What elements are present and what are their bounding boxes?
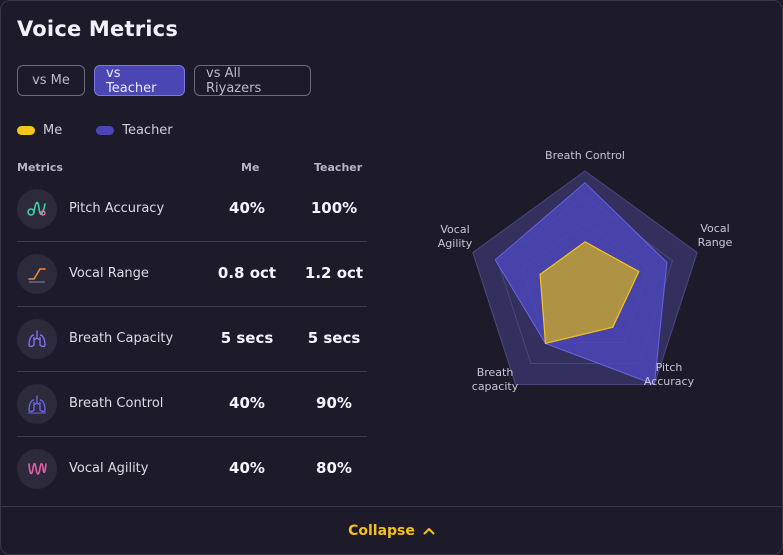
radar-axis-label: Vocal [700, 222, 729, 235]
chevron-up-icon [423, 528, 435, 535]
radar-chart: Breath ControlVocalRangePitchAccuracyBre… [438, 149, 733, 393]
metric-me-value: 40% [229, 394, 265, 412]
table-row: Pitch Accuracy 40% 100% [17, 177, 367, 242]
radar-axis-label: Agility [438, 237, 473, 250]
metric-teacher-value: 80% [316, 459, 352, 477]
metric-name: Breath Capacity [69, 331, 174, 346]
legend-label-me: Me [43, 123, 63, 138]
header-teacher: Teacher [314, 161, 363, 174]
header-me: Me [241, 161, 260, 174]
table-row: Breath Control 40% 90% [17, 372, 367, 437]
radar-axis-label: Accuracy [644, 375, 695, 388]
pitch-wave-icon [17, 189, 57, 229]
lungs-icon [17, 319, 57, 359]
metric-me-value: 40% [229, 459, 265, 477]
radar-axis-label: Pitch [656, 361, 683, 374]
metric-name: Breath Control [69, 396, 164, 411]
collapse-label: Collapse [348, 523, 415, 539]
metric-teacher-value: 90% [316, 394, 352, 412]
table-row: Breath Capacity 5 secs 5 secs [17, 307, 367, 372]
radar-axis-label: Breath Control [545, 149, 625, 162]
metric-name: Vocal Agility [69, 461, 149, 476]
tab-vs-me[interactable]: vs Me [17, 65, 85, 96]
tab-vs-teacher[interactable]: vs Teacher [94, 65, 185, 96]
vocal-range-icon [17, 254, 57, 294]
card-footer: Collapse [1, 506, 782, 554]
legend-swatch-teacher [96, 126, 115, 135]
table-header: Metrics Me Teacher [17, 161, 367, 177]
table-row: Vocal Agility 40% 80% [17, 437, 367, 501]
radar-axis-label: Breath [477, 366, 514, 379]
metric-me-value: 5 secs [220, 329, 274, 347]
header-metrics: Metrics [17, 161, 63, 174]
metrics-table: Pitch Accuracy 40% 100% Vocal Range 0.8 … [17, 177, 367, 501]
radar-axis-label: capacity [472, 380, 519, 393]
metric-me-value: 40% [229, 199, 265, 217]
radar-series-me [539, 241, 640, 345]
table-row: Vocal Range 0.8 oct 1.2 oct [17, 242, 367, 307]
legend-label-teacher: Teacher [122, 123, 173, 138]
metric-name: Pitch Accuracy [69, 201, 165, 216]
legend-item-me: Me [17, 123, 62, 138]
metric-teacher-value: 5 secs [307, 329, 361, 347]
agility-wave-icon [17, 449, 57, 489]
legend-item-teacher: Teacher [96, 123, 173, 138]
legend-swatch-me [17, 126, 35, 135]
lungs-outline-icon [17, 384, 57, 424]
tab-vs-all-riyazers[interactable]: vs All Riyazers [194, 65, 311, 96]
comparison-tabs: vs Me vs Teacher vs All Riyazers [17, 65, 311, 96]
metric-name: Vocal Range [69, 266, 149, 281]
radar-axis-label: Range [698, 236, 733, 249]
metric-teacher-value: 1.2 oct [304, 264, 364, 282]
metric-me-value: 0.8 oct [217, 264, 277, 282]
metric-teacher-value: 100% [310, 199, 358, 217]
radar-axis-label: Vocal [440, 223, 469, 236]
collapse-button[interactable]: Collapse [348, 523, 435, 539]
page-title: Voice Metrics [17, 17, 179, 41]
chart-legend: Me Teacher [17, 123, 207, 138]
